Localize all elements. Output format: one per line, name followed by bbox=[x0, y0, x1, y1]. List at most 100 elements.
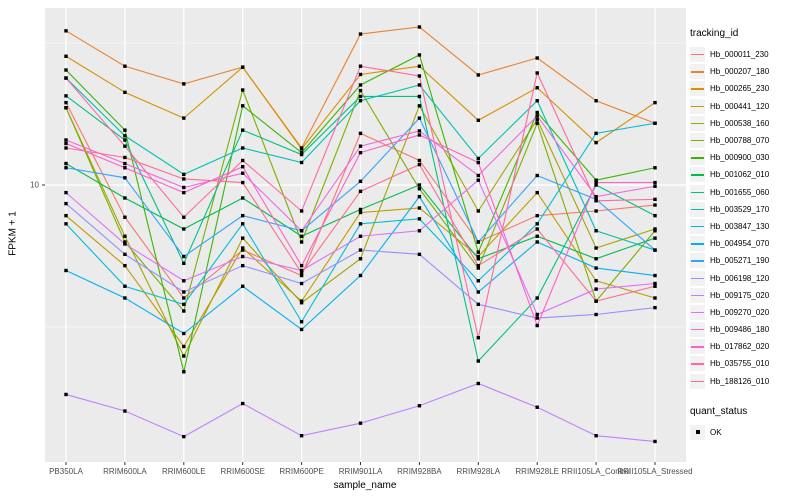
legend-key-swatch bbox=[690, 184, 705, 200]
legend-key-swatch bbox=[690, 81, 705, 97]
data-point bbox=[535, 316, 539, 320]
data-point bbox=[123, 134, 127, 138]
data-point bbox=[358, 32, 363, 36]
legend-color-line bbox=[691, 174, 704, 176]
data-point bbox=[182, 116, 186, 120]
data-point bbox=[535, 234, 539, 238]
data-point bbox=[594, 140, 598, 145]
data-point bbox=[123, 155, 127, 160]
data-point bbox=[299, 273, 304, 278]
legend-item-label: Hb_005271_190 bbox=[710, 256, 770, 266]
data-point bbox=[476, 156, 480, 161]
data-point bbox=[417, 252, 422, 257]
legend-item-Hb_005271_190: Hb_005271_190 bbox=[690, 252, 798, 269]
data-point bbox=[417, 25, 422, 29]
data-point bbox=[476, 250, 480, 254]
data-point bbox=[182, 82, 186, 86]
data-point bbox=[64, 166, 68, 170]
data-point bbox=[535, 117, 539, 122]
data-point bbox=[241, 146, 245, 150]
legend-item-label: Hb_000207_180 bbox=[710, 67, 770, 77]
legend-item-Hb_001655_060: Hb_001655_060 bbox=[690, 184, 798, 201]
data-point bbox=[241, 401, 245, 406]
legend-item-label: Hb_000441_120 bbox=[710, 101, 770, 111]
legend-color-line bbox=[691, 294, 704, 297]
data-point bbox=[123, 128, 127, 132]
data-point bbox=[594, 194, 598, 199]
data-point bbox=[476, 240, 480, 244]
legend-item-label: Hb_001062_010 bbox=[710, 170, 770, 180]
data-point bbox=[64, 138, 68, 142]
x-tick-label: RRIM600SE bbox=[220, 467, 264, 476]
data-point bbox=[476, 335, 480, 340]
data-point bbox=[653, 100, 657, 105]
data-point bbox=[476, 160, 480, 165]
data-point bbox=[417, 104, 422, 108]
data-point bbox=[417, 158, 422, 163]
data-point bbox=[653, 166, 657, 170]
data-point bbox=[358, 421, 363, 425]
data-point bbox=[182, 331, 186, 336]
data-point bbox=[299, 281, 304, 286]
x-tick-label: PB350LA bbox=[49, 467, 83, 476]
legend-item-label: Hb_000900_030 bbox=[710, 153, 770, 163]
data-point bbox=[123, 64, 127, 68]
data-point bbox=[123, 234, 127, 238]
legend-items-quant-status: OK bbox=[690, 424, 798, 441]
data-point bbox=[123, 263, 127, 268]
data-point bbox=[417, 129, 422, 133]
panel-background bbox=[45, 8, 686, 462]
data-point bbox=[417, 187, 422, 191]
legend-key-swatch bbox=[690, 218, 705, 234]
legend-color-line bbox=[691, 105, 704, 108]
legend-item-quant-OK: OK bbox=[690, 424, 798, 441]
data-point bbox=[535, 296, 539, 300]
legend-key-swatch bbox=[690, 373, 705, 389]
legend-item-label: Hb_003529_170 bbox=[710, 204, 770, 214]
data-point bbox=[182, 354, 186, 358]
data-point bbox=[476, 266, 480, 270]
legend-key-swatch bbox=[690, 133, 705, 149]
legend-color-line bbox=[691, 225, 704, 228]
legend-item-label: OK bbox=[710, 427, 722, 437]
data-point bbox=[64, 54, 68, 58]
data-point bbox=[64, 392, 68, 397]
data-point bbox=[299, 234, 304, 238]
data-point bbox=[535, 99, 539, 103]
x-axis-title: sample_name bbox=[333, 480, 397, 491]
data-point bbox=[123, 284, 127, 288]
legend-color-line bbox=[691, 243, 704, 245]
legend-key-swatch bbox=[690, 356, 705, 372]
legend-item-label: Hb_188126_010 bbox=[710, 376, 770, 386]
legend-key-swatch bbox=[690, 424, 705, 440]
data-point bbox=[64, 213, 68, 218]
legend-item-label: Hb_000265_230 bbox=[710, 84, 770, 94]
data-point bbox=[535, 71, 539, 75]
data-point bbox=[417, 229, 422, 233]
data-point bbox=[417, 217, 422, 221]
data-point bbox=[123, 242, 127, 246]
data-point bbox=[653, 121, 657, 125]
data-point bbox=[476, 209, 480, 213]
data-point bbox=[535, 173, 539, 178]
legend-key-swatch bbox=[690, 339, 705, 355]
data-point bbox=[417, 94, 422, 99]
legend-item-Hb_006198_120: Hb_006198_120 bbox=[690, 269, 798, 286]
data-point bbox=[64, 76, 68, 80]
data-point bbox=[299, 152, 304, 157]
legend-color-line bbox=[691, 71, 704, 73]
data-point bbox=[64, 94, 68, 98]
data-point bbox=[358, 207, 363, 212]
data-point bbox=[653, 229, 657, 233]
legend-item-Hb_001062_010: Hb_001062_010 bbox=[690, 166, 798, 183]
data-point bbox=[535, 405, 539, 409]
data-point bbox=[299, 263, 304, 268]
data-point bbox=[299, 327, 304, 332]
legend-items-tracking-id: Hb_000011_230 Hb_000207_180 Hb_000265_230 H… bbox=[690, 46, 798, 390]
data-point bbox=[358, 131, 363, 136]
data-point bbox=[653, 296, 657, 300]
data-point bbox=[358, 88, 363, 93]
data-point bbox=[299, 271, 304, 275]
legend-color-line bbox=[691, 329, 704, 331]
